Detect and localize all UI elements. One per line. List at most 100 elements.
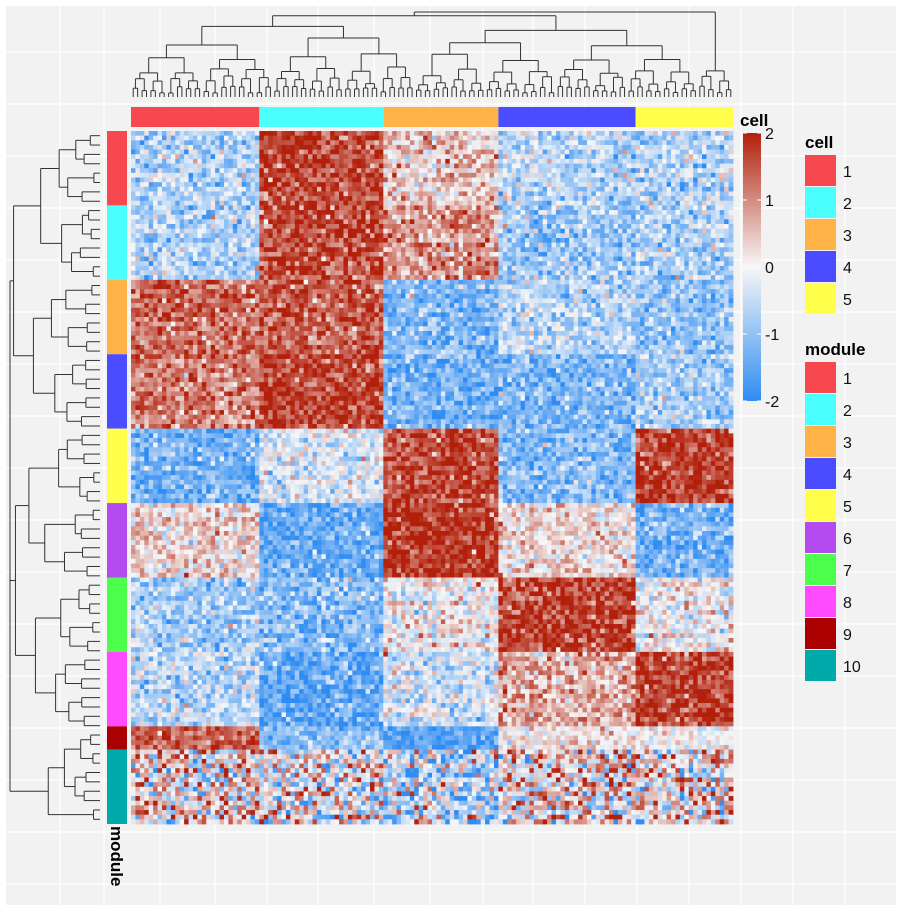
heatmap-cell [401, 154, 406, 159]
heatmap-cell [720, 201, 725, 206]
heatmap-cell [361, 187, 366, 192]
heatmap-cell [277, 210, 282, 215]
heatmap-cell [467, 210, 472, 215]
heatmap-cell [158, 229, 163, 234]
heatmap-cell [304, 238, 309, 243]
heatmap-cell [498, 201, 503, 206]
heatmap-cell [242, 150, 247, 155]
heatmap-cell [675, 229, 680, 234]
heatmap-cell [459, 271, 464, 276]
heatmap-cell [503, 233, 508, 238]
heatmap-cell [720, 205, 725, 210]
heatmap-cell [720, 224, 725, 229]
heatmap-cell [609, 191, 614, 196]
column-annotation-block [383, 107, 498, 127]
heatmap-cell [667, 159, 672, 164]
heatmap-cell [166, 205, 171, 210]
heatmap-cell [397, 136, 402, 141]
heatmap-cell [671, 266, 676, 271]
heatmap-cell [277, 229, 282, 234]
heatmap-cell [587, 201, 592, 206]
heatmap-cell [197, 257, 202, 262]
heatmap-cell [627, 201, 632, 206]
heatmap-cell [277, 257, 282, 262]
heatmap-cell [246, 215, 251, 220]
heatmap-cell [189, 261, 194, 266]
heatmap-cell [729, 168, 734, 173]
heatmap-cell [255, 173, 260, 178]
heatmap-cell [450, 233, 455, 238]
heatmap-cell [237, 243, 242, 248]
heatmap-cell [450, 196, 455, 201]
heatmap-cell [135, 145, 140, 150]
heatmap-cell [428, 201, 433, 206]
heatmap-cell [246, 229, 251, 234]
heatmap-cell [671, 252, 676, 257]
heatmap-cell [397, 178, 402, 183]
heatmap-cell [578, 201, 583, 206]
heatmap-cell [357, 173, 362, 178]
heatmap-cell [507, 196, 512, 201]
heatmap-cell [206, 243, 211, 248]
heatmap-cell [684, 182, 689, 187]
heatmap-cell [436, 233, 441, 238]
heatmap-cell [529, 131, 534, 136]
heatmap-cell [591, 257, 596, 262]
heatmap-cell [273, 243, 278, 248]
heatmap-cell [507, 224, 512, 229]
heatmap-cell [189, 219, 194, 224]
heatmap-cell [636, 154, 641, 159]
heatmap-cell [609, 196, 614, 201]
heatmap-cell [295, 140, 300, 145]
heatmap-cell [481, 275, 486, 280]
heatmap-cell [326, 261, 331, 266]
heatmap-cell [547, 261, 552, 266]
heatmap-cell [357, 178, 362, 183]
heatmap-cell [578, 131, 583, 136]
heatmap-cell [206, 173, 211, 178]
heatmap-cell [304, 168, 309, 173]
heatmap-cell [374, 247, 379, 252]
heatmap-cell [237, 215, 242, 220]
heatmap-cell [264, 210, 269, 215]
heatmap-cell [131, 243, 136, 248]
heatmap-cell [228, 140, 233, 145]
heatmap-cell [335, 168, 340, 173]
heatmap-cell [609, 164, 614, 169]
heatmap-cell [224, 187, 229, 192]
heatmap-cell [312, 215, 317, 220]
heatmap-cell [649, 243, 654, 248]
heatmap-cell [680, 159, 685, 164]
heatmap-cell [397, 233, 402, 238]
heatmap-cell [441, 164, 446, 169]
heatmap-cell [149, 215, 154, 220]
heatmap-cell [357, 140, 362, 145]
heatmap-cell [512, 257, 517, 262]
heatmap-cell [304, 178, 309, 183]
heatmap-cell [534, 229, 539, 234]
heatmap-cell [171, 275, 176, 280]
heatmap-cell [317, 257, 322, 262]
heatmap-cell [330, 159, 335, 164]
heatmap-cell [565, 247, 570, 252]
heatmap-cell [224, 271, 229, 276]
heatmap-cell [295, 229, 300, 234]
heatmap-cell [547, 205, 552, 210]
heatmap-cell [454, 196, 459, 201]
heatmap-cell [162, 271, 167, 276]
heatmap-cell [388, 271, 393, 276]
heatmap-cell [401, 247, 406, 252]
heatmap-cell [410, 159, 415, 164]
heatmap-cell [609, 252, 614, 257]
heatmap-cell [587, 173, 592, 178]
heatmap-cell [166, 257, 171, 262]
heatmap-cell [308, 257, 313, 262]
heatmap-cell [609, 224, 614, 229]
heatmap-cell [180, 196, 185, 201]
heatmap-cell [352, 261, 357, 266]
heatmap-cell [436, 196, 441, 201]
heatmap-cell [299, 266, 304, 271]
heatmap-cell [675, 191, 680, 196]
heatmap-cell [228, 271, 233, 276]
heatmap-cell [689, 191, 694, 196]
